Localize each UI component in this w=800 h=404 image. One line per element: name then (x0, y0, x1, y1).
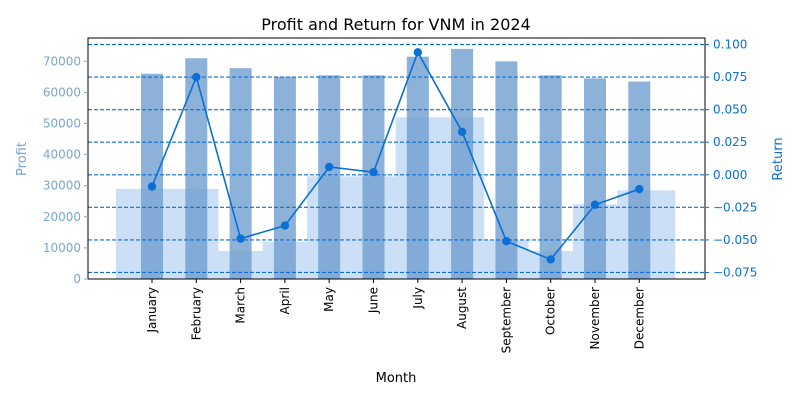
y-tick-label-right: 0.100 (713, 38, 747, 52)
y-tick-label-left: 40000 (43, 148, 81, 162)
profit-bar (628, 81, 651, 279)
y-tick-label-right: 0.025 (713, 135, 747, 149)
x-tick-label: December (632, 287, 646, 349)
return-point (325, 162, 334, 172)
return-line (151, 50, 640, 261)
return-point (502, 237, 511, 246)
y-tick-label-left: 10000 (43, 241, 81, 255)
y-tick-label-left: 20000 (43, 210, 81, 224)
profit-bar (539, 75, 562, 279)
y-tick-label-left: 30000 (43, 179, 81, 193)
return-point (236, 234, 245, 243)
y-tick-label-right: −0.075 (713, 265, 757, 279)
y-tick-label-right: 0.075 (713, 70, 747, 84)
return-point (457, 127, 467, 136)
y-tick-label-left: 50000 (43, 117, 81, 131)
profit-bar (495, 61, 518, 279)
return-point (413, 48, 422, 57)
y-tick-label-right: −0.050 (713, 233, 757, 247)
y-axis-label-right: Return (771, 137, 786, 180)
y-tick-label-left: 60000 (43, 85, 81, 99)
plot-layer: 0 10000 20000 30000 40000 50000 60000 70000 −0.0… (43, 37, 757, 353)
return-point (192, 72, 201, 82)
profit-bar (451, 48, 474, 280)
profit-bar (406, 56, 429, 279)
return-point (590, 200, 600, 209)
y-tick-label-right: −0.025 (713, 200, 757, 214)
x-tick-label: June (367, 287, 381, 314)
y-axis-label-left: Profit (15, 142, 30, 176)
profit-bar (584, 78, 606, 279)
x-tick-label: November (588, 287, 602, 349)
y-tick-label-right: 0.050 (713, 103, 747, 117)
x-tick-label: September (499, 287, 513, 353)
x-tick-label: March (234, 287, 248, 324)
return-point (635, 184, 644, 194)
x-tick-label: October (544, 287, 558, 335)
chart-title: Profit and Return for VNM in 2024 (261, 15, 530, 34)
plot-frame (87, 37, 706, 280)
return-point (369, 167, 378, 177)
x-tick-label: May (322, 287, 336, 312)
x-tick-label: August (455, 287, 469, 329)
x-tick-label: April (278, 287, 292, 314)
profit-bar (141, 73, 163, 279)
y-tick-label-left: 0 (73, 272, 81, 286)
x-tick-label: July (411, 287, 425, 310)
background-area (116, 117, 676, 279)
profit-bar (185, 58, 208, 279)
return-point (147, 182, 157, 191)
profit-bar (362, 75, 385, 279)
return-point (280, 221, 290, 230)
y-tick-label-left: 70000 (43, 54, 81, 68)
profit-bar (273, 76, 296, 279)
y-tick-label-right: 0.000 (713, 168, 747, 182)
x-tick-label: February (189, 287, 203, 340)
x-axis-label: Month (376, 371, 417, 386)
return-point (546, 255, 555, 264)
profit-bar (229, 68, 252, 279)
x-tick-label: January (145, 287, 159, 334)
profit-bar (318, 75, 341, 279)
